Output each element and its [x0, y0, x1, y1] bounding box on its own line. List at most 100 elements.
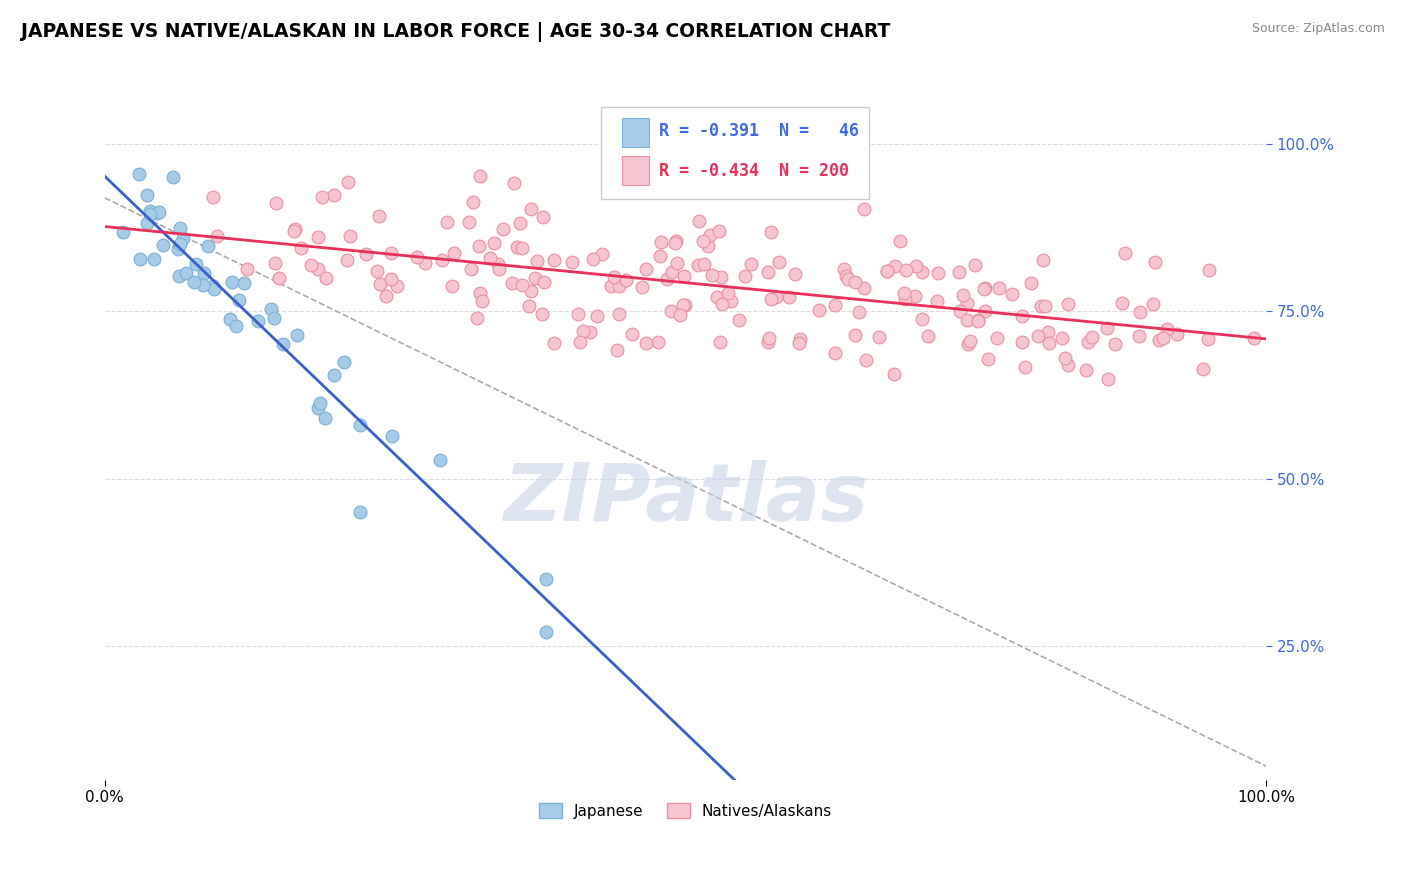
Point [848, 305, 870, 319]
Point [977, 351, 1000, 366]
Point [1001, 287, 1024, 301]
Point [759, 226, 782, 240]
Point [591, 246, 613, 260]
Point [1147, 333, 1170, 347]
Point [1033, 299, 1056, 313]
Point [586, 309, 609, 323]
Point [354, 247, 377, 261]
Point [524, 271, 547, 285]
Point [765, 289, 787, 303]
Point [543, 252, 565, 267]
Point [893, 285, 915, 300]
Legend: Japanese, Natives/Alaskans: Japanese, Natives/Alaskans [533, 797, 838, 824]
Point [884, 259, 907, 273]
Point [299, 258, 322, 272]
Point [758, 330, 780, 344]
Point [621, 327, 644, 342]
Point [706, 291, 728, 305]
Point [441, 279, 464, 293]
Point [139, 206, 162, 220]
Point [339, 229, 361, 244]
Point [520, 284, 543, 298]
Point [844, 276, 866, 290]
Point [1057, 358, 1080, 372]
Point [193, 278, 215, 293]
Point [162, 169, 184, 184]
Point [311, 190, 333, 204]
Point [966, 313, 988, 327]
Point [380, 245, 402, 260]
Point [607, 279, 630, 293]
Point [1097, 372, 1119, 386]
Point [406, 250, 429, 264]
Point [740, 257, 762, 271]
Point [661, 265, 683, 279]
Point [927, 266, 949, 280]
Point [844, 328, 866, 343]
Point [761, 293, 783, 307]
Point [315, 270, 337, 285]
Point [307, 401, 329, 415]
Point [488, 262, 510, 277]
Point [380, 271, 402, 285]
Point [112, 225, 135, 239]
Point [1038, 336, 1060, 351]
Point [1156, 322, 1178, 336]
Point [465, 310, 488, 325]
Point [948, 304, 970, 318]
Point [634, 336, 657, 351]
Point [205, 228, 228, 243]
Point [443, 246, 465, 260]
Point [709, 224, 731, 238]
Point [1144, 255, 1167, 269]
Point [853, 202, 876, 216]
Point [221, 275, 243, 289]
Point [169, 221, 191, 235]
Point [607, 307, 630, 321]
Point [530, 307, 553, 321]
Point [228, 293, 250, 308]
Point [1080, 330, 1102, 344]
Point [1243, 331, 1265, 345]
Point [1050, 331, 1073, 345]
Point [510, 278, 533, 293]
Point [600, 279, 623, 293]
Point [634, 261, 657, 276]
Point [720, 294, 742, 309]
Point [219, 312, 242, 326]
Point [965, 258, 987, 272]
Point [307, 230, 329, 244]
Point [602, 269, 624, 284]
Point [1021, 277, 1043, 291]
Point [688, 259, 710, 273]
Point [380, 429, 402, 443]
Point [471, 293, 494, 308]
Point [917, 329, 939, 343]
Point [673, 298, 696, 312]
Point [374, 289, 396, 303]
FancyBboxPatch shape [621, 156, 650, 186]
Point [349, 505, 371, 519]
Point [911, 265, 934, 279]
Point [436, 214, 458, 228]
Point [952, 288, 974, 302]
Point [673, 269, 696, 284]
Point [659, 304, 682, 318]
Point [1142, 297, 1164, 311]
Point [889, 234, 911, 248]
Point [650, 235, 672, 249]
Point [284, 222, 307, 236]
Point [307, 261, 329, 276]
Point [533, 275, 555, 289]
Point [665, 234, 688, 248]
Point [1057, 297, 1080, 311]
Y-axis label: In Labor Force | Age 30-34: In Labor Force | Age 30-34 [0, 327, 8, 530]
Point [868, 330, 890, 344]
Point [697, 239, 720, 253]
Point [966, 314, 988, 328]
Point [202, 282, 225, 296]
Point [808, 302, 831, 317]
Point [271, 337, 294, 351]
Point [756, 264, 779, 278]
Point [1111, 296, 1133, 310]
